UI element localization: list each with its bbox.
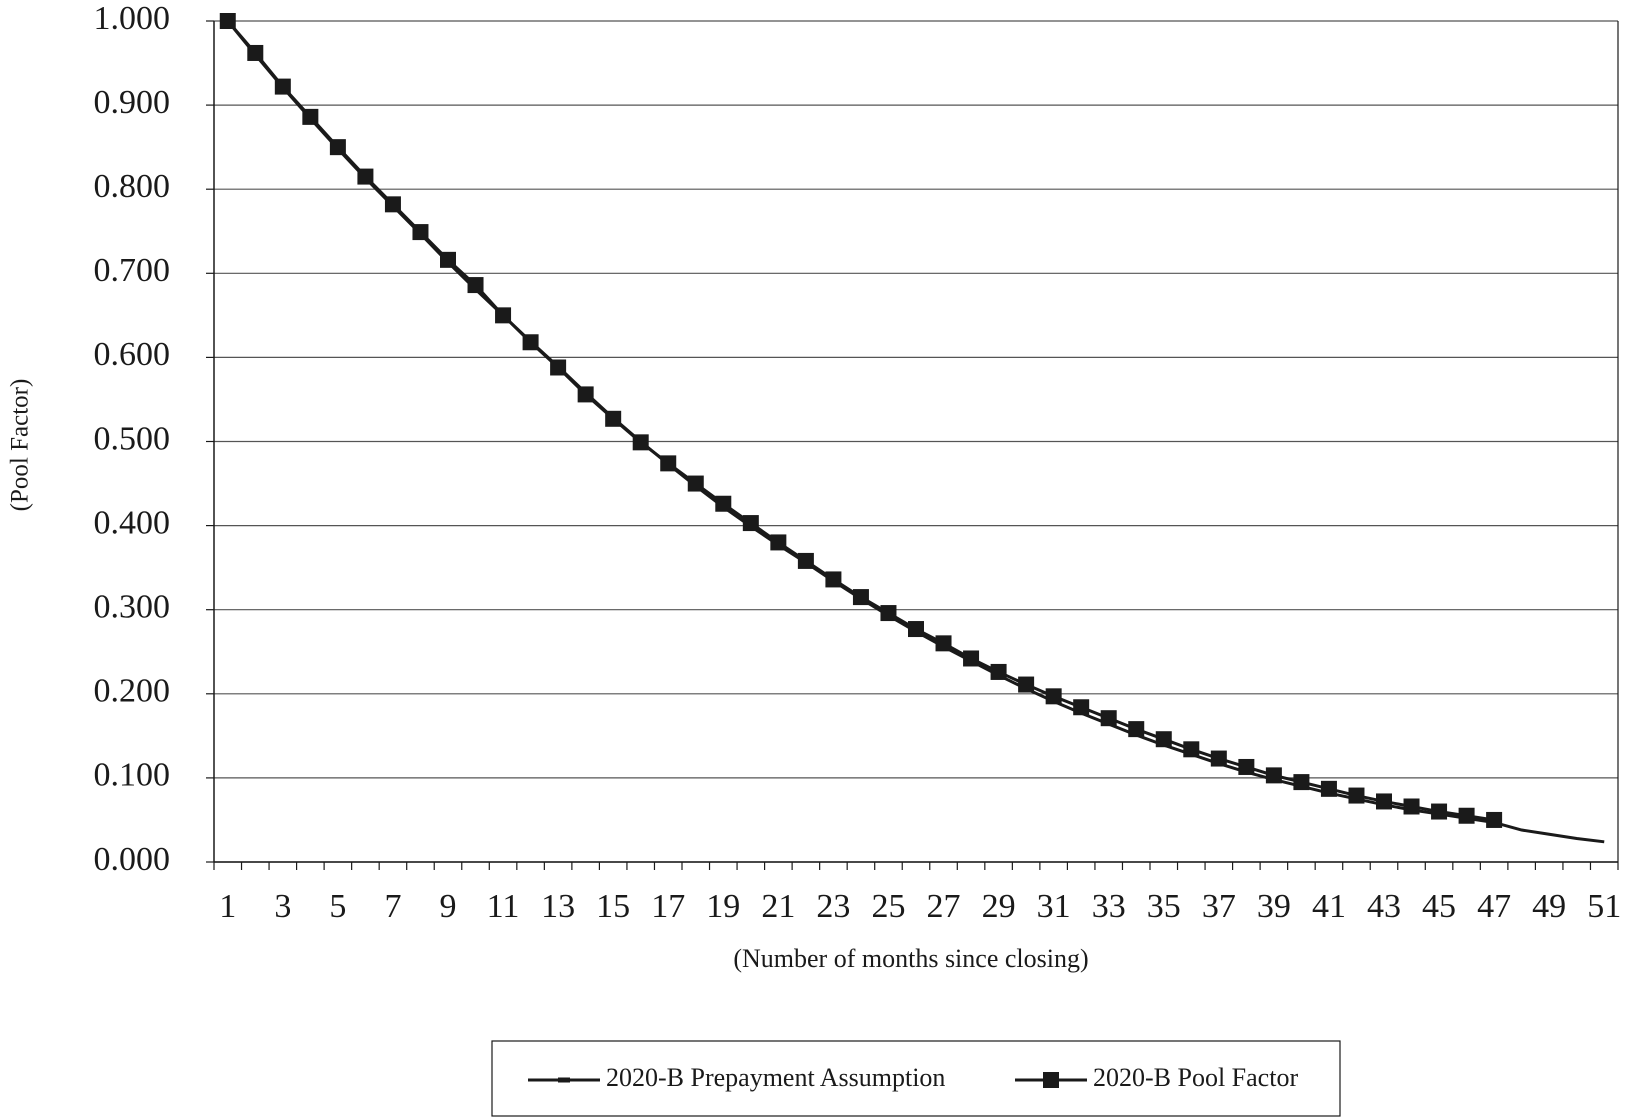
x-tick-label: 13 <box>541 888 575 925</box>
x-tick-label: 27 <box>927 888 961 925</box>
marker <box>770 534 787 551</box>
y-tick-label: 0.800 <box>94 168 171 205</box>
marker <box>467 277 484 294</box>
x-tick-label: 3 <box>274 888 291 925</box>
marker <box>963 650 980 667</box>
y-tick-label: 0.000 <box>94 841 171 878</box>
series-line <box>226 20 1495 822</box>
y-tick-label: 0.700 <box>94 252 171 289</box>
x-tick-label: 39 <box>1257 888 1291 925</box>
x-tick-label: 25 <box>871 888 905 925</box>
marker <box>440 251 456 268</box>
legend-marker <box>558 1077 570 1083</box>
marker <box>1403 798 1420 815</box>
y-tick-label: 0.100 <box>94 757 171 794</box>
marker <box>715 495 732 512</box>
marker <box>1431 803 1448 820</box>
marker <box>825 571 842 588</box>
legend-label: 2020-B Pool Factor <box>1093 1063 1298 1092</box>
marker <box>550 359 567 376</box>
y-tick-label: 0.500 <box>94 420 171 457</box>
marker <box>1210 750 1227 767</box>
x-tick-label: 33 <box>1092 888 1126 925</box>
marker <box>1348 787 1365 804</box>
marker <box>1128 721 1145 738</box>
marker <box>852 589 869 606</box>
y-tick-label: 0.600 <box>94 336 171 373</box>
x-tick-label: 49 <box>1532 888 1566 925</box>
marker <box>412 224 429 241</box>
x-tick-label: 17 <box>651 888 685 925</box>
marker <box>632 434 649 451</box>
marker <box>219 13 236 29</box>
x-tick-label: 1 <box>219 888 236 925</box>
legend-box <box>491 1040 1341 1117</box>
x-tick-label: 43 <box>1367 888 1401 925</box>
marker <box>1155 731 1172 748</box>
y-tick-label: 0.300 <box>94 588 171 625</box>
x-tick-label: 29 <box>982 888 1016 925</box>
marker <box>797 552 814 569</box>
x-tick-label: 37 <box>1202 888 1236 925</box>
marker <box>908 621 924 638</box>
marker <box>935 635 952 652</box>
x-tick-label: 11 <box>487 888 520 925</box>
marker <box>1458 807 1475 824</box>
legend-marker <box>1043 1072 1059 1088</box>
marker <box>384 196 401 213</box>
x-tick-label: 47 <box>1477 888 1511 925</box>
x-tick-label: 9 <box>440 888 457 925</box>
x-axis-title: (Number of months since closing) <box>733 944 1088 973</box>
x-tick-label: 51 <box>1587 888 1621 925</box>
series-line <box>226 20 1605 844</box>
x-tick-label: 35 <box>1147 888 1181 925</box>
marker <box>687 475 704 492</box>
x-tick-label: 15 <box>596 888 630 925</box>
x-tick-label: 7 <box>384 888 401 925</box>
marker <box>1045 688 1062 705</box>
x-tick-label: 45 <box>1422 888 1456 925</box>
marker <box>742 515 759 532</box>
marker <box>1376 793 1392 810</box>
x-tick-label: 23 <box>816 888 850 925</box>
marker <box>990 663 1007 680</box>
x-tick-label: 19 <box>706 888 740 925</box>
marker <box>329 139 346 156</box>
marker <box>247 44 264 61</box>
marker <box>1018 676 1035 693</box>
marker <box>1183 741 1200 758</box>
marker <box>1265 767 1282 784</box>
y-axis-title: (Pool Factor) <box>7 379 34 512</box>
marker <box>495 307 512 324</box>
marker <box>357 168 374 185</box>
legend-label: 2020-B Prepayment Assumption <box>606 1063 945 1092</box>
y-tick-label: 0.400 <box>94 504 171 541</box>
marker <box>1486 811 1503 828</box>
x-tick-label: 31 <box>1037 888 1071 925</box>
marker <box>1238 758 1255 775</box>
y-tick-label: 0.900 <box>94 84 171 121</box>
marker <box>880 605 897 622</box>
y-tick-label: 0.200 <box>94 673 171 710</box>
marker <box>274 78 291 95</box>
marker <box>577 386 594 403</box>
x-tick-label: 5 <box>329 888 346 925</box>
marker <box>1293 774 1310 791</box>
marker <box>1100 710 1117 727</box>
marker <box>605 410 622 427</box>
x-tick-label: 41 <box>1312 888 1346 925</box>
marker <box>1073 699 1090 716</box>
marker <box>1320 780 1337 797</box>
x-tick-label: 21 <box>761 888 795 925</box>
y-tick-label: 1.000 <box>94 0 171 37</box>
marker <box>522 334 539 351</box>
marker <box>660 455 677 472</box>
marker <box>302 108 319 125</box>
